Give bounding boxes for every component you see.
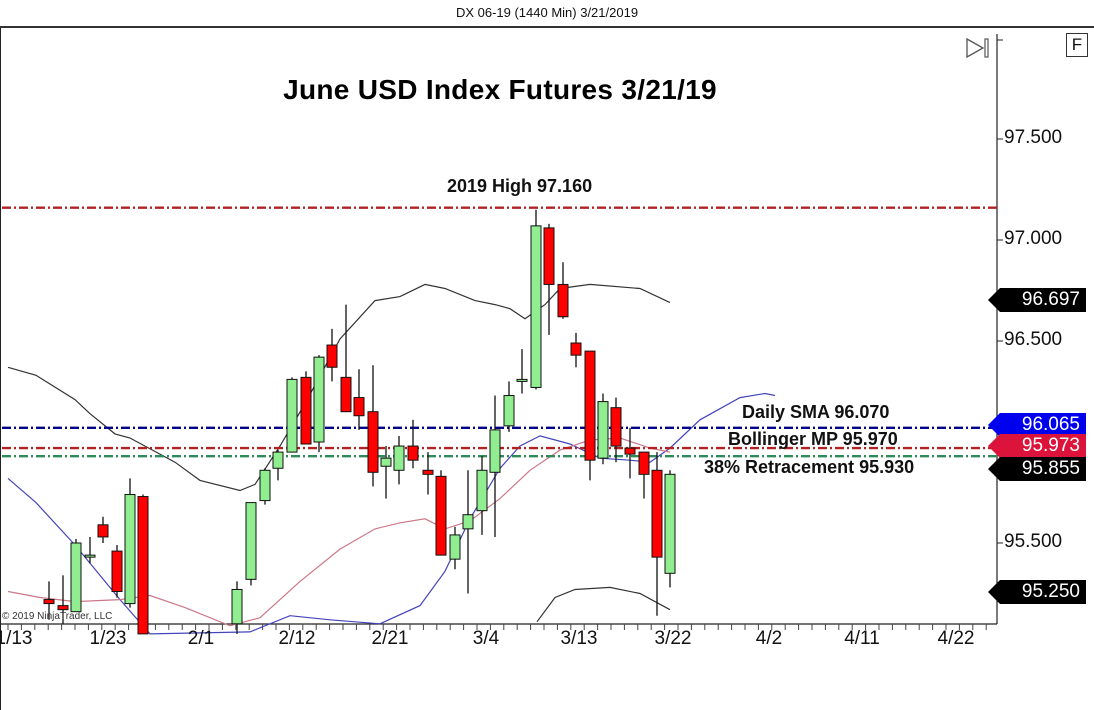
chart-caption: DX 06-19 (1440 Min) 3/21/2019 — [0, 0, 1094, 26]
candle — [489, 395, 501, 537]
candle — [326, 328, 338, 382]
candle — [516, 349, 528, 394]
candle — [340, 304, 352, 413]
candle — [259, 468, 271, 505]
y-tick-label: 97.000 — [1004, 228, 1063, 249]
candlesticks — [43, 209, 676, 635]
candle — [597, 393, 609, 465]
last-bollinger-upper-tag: 96.697 — [988, 288, 1086, 312]
candle — [124, 478, 136, 608]
y-tick-label: 95.500 — [1004, 531, 1063, 552]
candle — [530, 209, 542, 390]
candle — [367, 365, 379, 487]
chart-frame — [0, 26, 1094, 710]
f-button[interactable]: F — [1066, 33, 1088, 57]
candle — [70, 538, 82, 613]
candle — [435, 470, 447, 556]
candle — [43, 581, 55, 620]
candle — [300, 371, 312, 445]
bollinger-lower-tag: 95.250 — [988, 580, 1086, 604]
candle — [137, 494, 149, 635]
skip-to-end-icon[interactable] — [965, 37, 991, 64]
sma-label: Daily SMA 96.070 — [742, 402, 890, 422]
candle — [272, 450, 284, 481]
retracement-label: 38% Retracement 95.930 — [704, 457, 915, 477]
candle — [380, 446, 392, 499]
chart-title: June USD Index Futures 3/21/19 — [283, 74, 717, 105]
candle — [570, 332, 582, 368]
candle — [462, 470, 474, 594]
x-tick-label: 1/23 — [89, 628, 127, 649]
x-tick-label: 1/13 — [0, 628, 33, 649]
candle — [231, 581, 243, 634]
candle — [393, 435, 405, 485]
candle — [97, 516, 109, 543]
candle — [353, 369, 365, 430]
candle — [449, 526, 461, 570]
candle — [84, 536, 96, 564]
candle — [313, 355, 325, 453]
instrument-caption: DX 06-19 (1440 Min) 3/21/2019 — [455, 5, 639, 20]
candle — [557, 262, 569, 319]
x-tick-marks — [7, 624, 987, 630]
x-tick-label: 4/11 — [844, 628, 880, 649]
candle — [422, 452, 434, 495]
candle — [610, 397, 622, 463]
candle — [638, 451, 650, 499]
x-tick-label: 3/22 — [654, 628, 692, 649]
candle — [503, 381, 515, 432]
sma-price-tag: 96.065 — [988, 413, 1086, 437]
candle — [286, 377, 298, 453]
candle — [584, 350, 596, 481]
bollinger-upper-line — [7, 283, 671, 492]
candle — [111, 545, 123, 598]
candle — [624, 427, 636, 479]
y-tick-label: 97.500 — [1004, 127, 1063, 148]
candle — [407, 419, 419, 469]
copyright-notice: © 2019 NinjaTrader, LLC — [2, 611, 113, 622]
last-price-tag: 95.855 — [988, 457, 1086, 481]
bollinger-mp-price-tag: 95.973 — [988, 434, 1086, 458]
candle — [476, 456, 488, 535]
x-tick-label: 3/13 — [560, 628, 598, 649]
candle — [651, 452, 663, 616]
x-tick-label: 2/21 — [371, 628, 409, 649]
x-tick-label: 2/12 — [278, 628, 316, 649]
bollinger-mp-label: Bollinger MP 95.970 — [728, 429, 898, 449]
bollinger-lower-line — [536, 586, 671, 623]
candle — [57, 575, 69, 624]
candle — [543, 223, 555, 335]
x-tick-label: 4/22 — [937, 628, 975, 649]
x-tick-label: 2/1 — [187, 628, 215, 649]
candle — [664, 470, 676, 588]
x-tick-label: 4/2 — [755, 628, 783, 649]
candle — [245, 502, 257, 586]
y-tick-marks — [997, 39, 1003, 544]
x-tick-label: 3/4 — [472, 628, 500, 649]
high-label: 2019 High 97.160 — [447, 176, 593, 196]
y-tick-label: 96.500 — [1004, 329, 1063, 350]
